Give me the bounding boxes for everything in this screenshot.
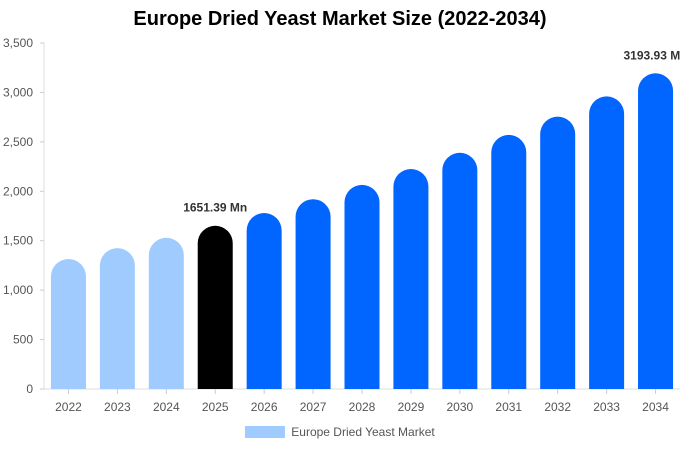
x-tick-label-2026: 2026 [251, 400, 278, 414]
bar-2023 [99, 248, 135, 389]
y-tick-label: 2,000 [3, 184, 33, 198]
x-tick-label-2025: 2025 [202, 400, 229, 414]
bar-2031 [491, 134, 527, 389]
y-tick-label: 3,000 [3, 85, 33, 99]
x-tick-label-2033: 2033 [593, 400, 620, 414]
x-tick-label-2024: 2024 [153, 400, 180, 414]
data-label-2025: 1651.39 Mn [183, 201, 247, 215]
bar-2032 [540, 116, 576, 390]
y-tick-label: 0 [26, 382, 33, 396]
bar-2024 [148, 237, 184, 389]
x-tick-label-2029: 2029 [398, 400, 425, 414]
bar-2027 [295, 199, 331, 389]
bar-2030 [442, 152, 478, 389]
legend[interactable]: Europe Dried Yeast Market [0, 425, 680, 439]
y-tick-label: 2,500 [3, 135, 33, 149]
legend-label: Europe Dried Yeast Market [291, 425, 435, 439]
x-tick-label-2027: 2027 [300, 400, 327, 414]
x-tick-label-2023: 2023 [104, 400, 131, 414]
bar-2022 [50, 259, 86, 389]
chart-title: Europe Dried Yeast Market Size (2022-203… [133, 8, 547, 30]
y-tick-label: 500 [13, 333, 33, 347]
bar-2033 [589, 96, 625, 389]
x-tick-label-2032: 2032 [544, 400, 571, 414]
legend-swatch [245, 426, 286, 438]
bar-2025 [197, 225, 233, 389]
bar-2026 [246, 213, 282, 389]
x-tick-label-2034: 2034 [642, 400, 669, 414]
data-label-2034: 3193.93 Mn [624, 48, 680, 62]
y-tick-label: 1,000 [3, 283, 33, 297]
bar-2034 [638, 73, 674, 389]
x-tick-label-2028: 2028 [349, 400, 376, 414]
bar-2029 [393, 169, 429, 389]
x-tick-label-2031: 2031 [495, 400, 522, 414]
y-tick-label: 1,500 [3, 234, 33, 248]
x-tick-label-2022: 2022 [55, 400, 82, 414]
y-tick-label: 3,500 [3, 36, 33, 50]
x-tick-label-2030: 2030 [446, 400, 473, 414]
bar-2028 [344, 184, 380, 389]
